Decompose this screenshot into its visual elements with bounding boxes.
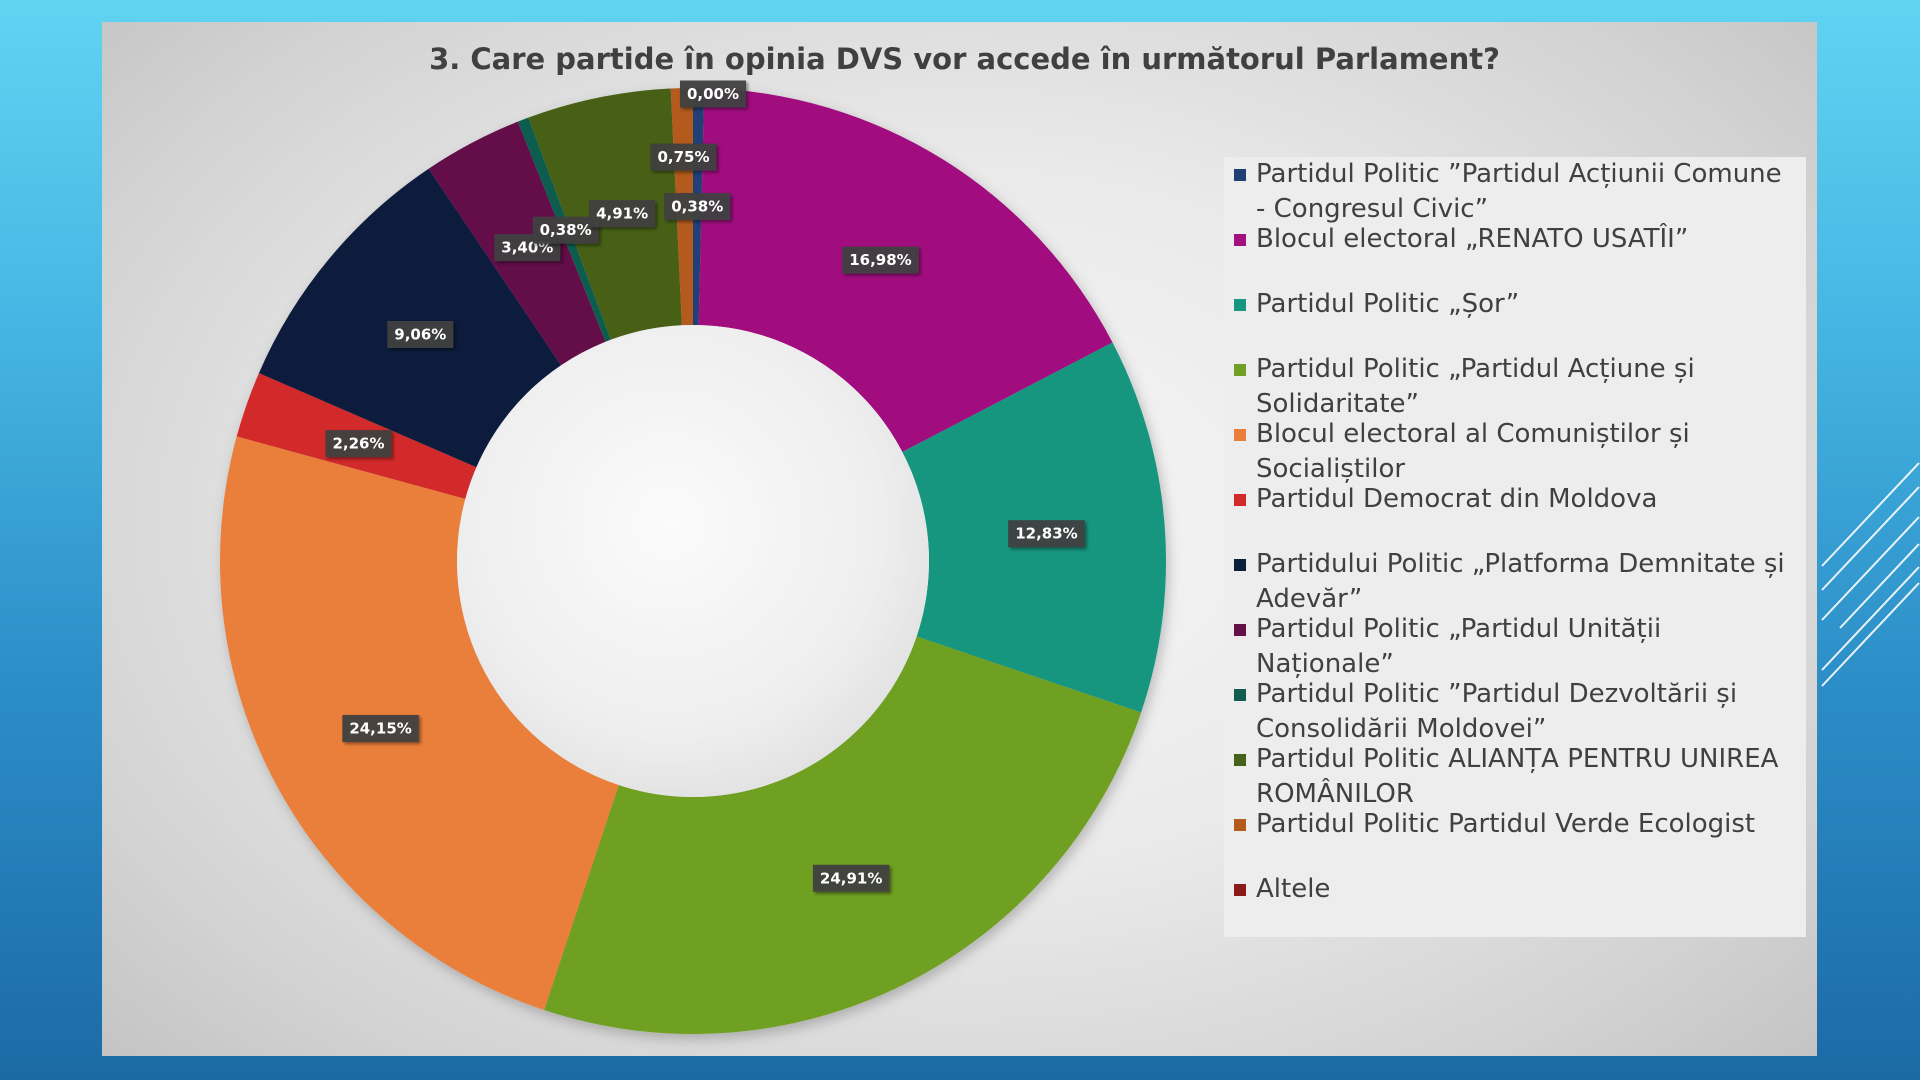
legend-item: Partidul Politic ALIANȚA PENTRU UNIREA R… <box>1224 742 1806 809</box>
donut-slice <box>220 436 619 1010</box>
legend-swatch <box>1234 624 1246 636</box>
legend-label: Partidul Democrat din Moldova <box>1256 484 1658 514</box>
data-label-box <box>812 864 890 892</box>
data-label: 9,06% <box>387 320 454 348</box>
data-label-box <box>325 430 392 458</box>
data-label-box <box>664 193 731 221</box>
data-label: 3,40% <box>494 234 561 262</box>
donut-hole <box>457 325 929 797</box>
legend-item: Partidul Politic Partidul Verde Ecologis… <box>1224 807 1806 872</box>
data-label-box <box>1008 520 1085 548</box>
legend-label: Partidul Politic ALIANȚA PENTRU UNIREA R… <box>1256 744 1779 809</box>
legend-item: Altele <box>1224 872 1806 937</box>
decorative-line <box>1821 582 1920 687</box>
legend-swatch <box>1234 559 1246 571</box>
data-label-text: 0,75% <box>657 148 709 166</box>
legend-item: Partidul Politic „Șor” <box>1224 287 1806 352</box>
legend-swatch <box>1234 884 1246 896</box>
legend-swatch <box>1234 754 1246 766</box>
legend-label: Partidul Politic ”Partidul Dezvoltării ș… <box>1256 679 1738 744</box>
legend-label: Partidul Politic ”Partidul Acțiunii Comu… <box>1256 159 1782 224</box>
legend-item: Blocul electoral al Comuniștilor și Soci… <box>1224 417 1806 484</box>
data-label-box <box>387 320 454 348</box>
legend-label: Partidul Politic „Partidul Acțiune și So… <box>1256 354 1695 419</box>
data-label-box <box>342 714 419 742</box>
legend-label: Partidul Politic „Partidul Unității Nați… <box>1256 614 1662 679</box>
decorative-line <box>1821 486 1920 591</box>
data-label: 0,00% <box>679 80 747 108</box>
legend-label: Blocul electoral al Comuniștilor și Soci… <box>1256 419 1690 484</box>
data-label: 2,26% <box>325 430 392 458</box>
data-label-text: 0,00% <box>687 85 739 103</box>
data-label: 0,38% <box>532 216 599 244</box>
data-label-text: 16,98% <box>849 251 911 269</box>
data-label-text: 24,15% <box>349 719 411 737</box>
legend-item: Partidul Politic ”Partidul Acțiunii Comu… <box>1224 157 1806 224</box>
data-label-box <box>842 246 919 274</box>
data-label-box <box>589 200 656 228</box>
data-labels: 0,38% 16,98% 12,83% 24,91% 24,15% 2,26% 9,06% 3… <box>325 80 1085 892</box>
legend-swatch <box>1234 234 1246 246</box>
data-label-box <box>650 143 717 171</box>
data-label: 0,38% <box>664 193 731 221</box>
legend-item: Partidului Politic „Platforma Demnitate … <box>1224 547 1806 614</box>
data-label-text: 12,83% <box>1015 525 1077 543</box>
legend-item: Partidul Politic ”Partidul Dezvoltării ș… <box>1224 677 1806 744</box>
donut-slice <box>258 168 562 468</box>
data-label-text: 0,38% <box>540 221 592 239</box>
legend-item: Partidul Politic „Partidul Unității Nați… <box>1224 612 1806 679</box>
legend-label: Partidul Politic Partidul Verde Ecologis… <box>1256 809 1756 839</box>
data-label: 24,91% <box>812 864 890 892</box>
data-label-text: 4,91% <box>596 205 648 223</box>
data-label: 0,75% <box>650 143 717 171</box>
legend-label: Partidului Politic „Platforma Demnitate … <box>1256 549 1785 614</box>
legend-swatch <box>1234 819 1246 831</box>
data-label: 12,83% <box>1008 520 1085 548</box>
data-label-text: 24,91% <box>820 869 882 887</box>
data-label: 4,91% <box>589 200 656 228</box>
legend-swatch <box>1234 429 1246 441</box>
legend-swatch <box>1234 299 1246 311</box>
data-label-box <box>532 216 599 244</box>
legend-swatch <box>1234 689 1246 701</box>
legend-label: Partidul Politic „Șor” <box>1256 289 1520 319</box>
data-label: 16,98% <box>842 246 919 274</box>
decorative-line <box>1821 516 1920 621</box>
donut-slice <box>544 636 1142 1034</box>
legend-swatch <box>1234 169 1246 181</box>
legend-label: Altele <box>1256 874 1331 904</box>
legend-swatch <box>1234 364 1246 376</box>
legend-item: Partidul Democrat din Moldova <box>1224 482 1806 547</box>
data-label-text: 2,26% <box>332 435 384 453</box>
data-label: 24,15% <box>342 714 419 742</box>
data-label-box <box>679 80 747 108</box>
data-label-text: 9,06% <box>394 325 446 343</box>
data-label-text: 0,38% <box>671 198 723 216</box>
chart-legend: Partidul Politic ”Partidul Acțiunii Comu… <box>1224 157 1806 937</box>
chart-title: 3. Care partide în opinia DVS vor accede… <box>429 42 1500 76</box>
legend-label: Blocul electoral „RENATO USATÎI” <box>1256 224 1689 254</box>
legend-swatch <box>1234 494 1246 506</box>
decorative-line <box>1839 543 1920 629</box>
legend-item: Blocul electoral „RENATO USATÎI” <box>1224 222 1806 287</box>
decorative-line <box>1821 566 1920 671</box>
decorative-line <box>1821 462 1920 567</box>
legend-item: Partidul Politic „Partidul Acțiune și So… <box>1224 352 1806 419</box>
decorative-lines <box>1821 462 1920 687</box>
